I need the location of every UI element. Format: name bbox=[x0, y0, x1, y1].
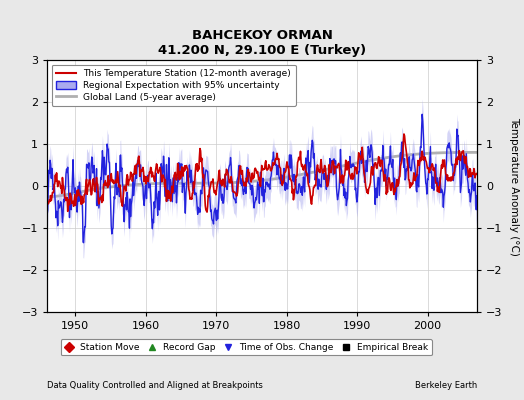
Title: BAHCEKOY ORMAN
41.200 N, 29.100 E (Turkey): BAHCEKOY ORMAN 41.200 N, 29.100 E (Turke… bbox=[158, 30, 366, 58]
Text: Data Quality Controlled and Aligned at Breakpoints: Data Quality Controlled and Aligned at B… bbox=[47, 381, 263, 390]
Legend: This Temperature Station (12-month average), Regional Expectation with 95% uncer: This Temperature Station (12-month avera… bbox=[52, 64, 296, 106]
Y-axis label: Temperature Anomaly (°C): Temperature Anomaly (°C) bbox=[509, 116, 519, 256]
Legend: Station Move, Record Gap, Time of Obs. Change, Empirical Break: Station Move, Record Gap, Time of Obs. C… bbox=[61, 339, 432, 356]
Text: Berkeley Earth: Berkeley Earth bbox=[414, 381, 477, 390]
